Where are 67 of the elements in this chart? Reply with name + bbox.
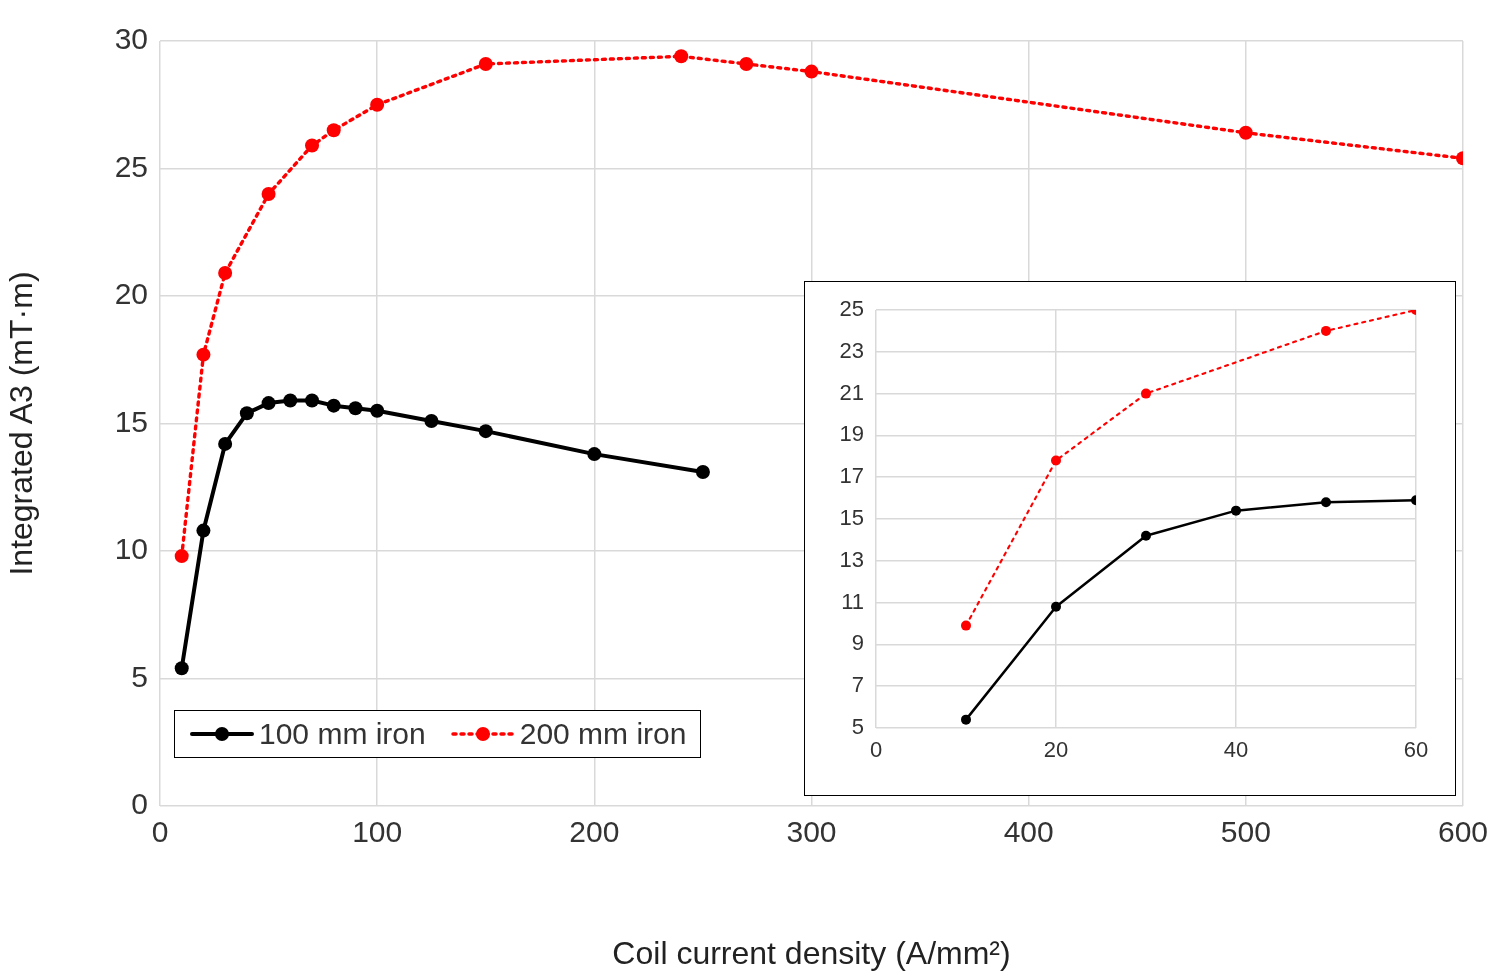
point xyxy=(1141,388,1151,399)
y-tick-label: 5 xyxy=(131,659,148,693)
point xyxy=(305,393,320,408)
x-tick-label: 200 xyxy=(569,815,620,849)
y-tick-label: 15 xyxy=(839,505,864,531)
y-tick-label: 0 xyxy=(131,787,148,821)
y-axis-title: Integrated A3 (mT·m) xyxy=(3,271,40,576)
legend-label: 200 mm iron xyxy=(519,717,687,751)
point xyxy=(804,64,819,79)
y-tick-label: 30 xyxy=(114,22,148,56)
point xyxy=(174,661,189,676)
point xyxy=(326,398,341,413)
y-tick-label: 7 xyxy=(851,672,864,698)
point xyxy=(196,347,211,362)
point xyxy=(370,97,385,112)
x-tick-label: 400 xyxy=(1003,815,1054,849)
point xyxy=(1051,601,1061,612)
point xyxy=(305,138,320,153)
x-tick-label: 100 xyxy=(352,815,403,849)
point xyxy=(478,424,493,439)
point xyxy=(218,436,233,451)
y-tick-label: 5 xyxy=(851,714,864,740)
point xyxy=(424,413,439,428)
point xyxy=(326,123,341,138)
point xyxy=(218,266,233,281)
x-axis-title: Coil current density (A/mm²) xyxy=(612,934,1011,971)
point xyxy=(239,406,254,421)
y-tick-label: 11 xyxy=(841,588,864,614)
point xyxy=(1231,505,1241,516)
y-tick-label: 17 xyxy=(839,463,864,489)
point xyxy=(739,56,754,71)
y-tick-label: 13 xyxy=(839,546,864,572)
x-tick-label: 60 xyxy=(1403,737,1429,763)
y-tick-label: 20 xyxy=(114,277,148,311)
point xyxy=(674,49,689,64)
point xyxy=(1238,125,1253,140)
y-tick-label: 23 xyxy=(839,337,864,363)
point xyxy=(587,447,602,462)
y-tick-label: 25 xyxy=(114,149,148,183)
x-tick-label: 40 xyxy=(1223,737,1249,763)
point xyxy=(196,523,211,538)
point xyxy=(283,393,298,408)
x-tick-label: 300 xyxy=(786,815,837,849)
point xyxy=(1141,530,1151,541)
point xyxy=(174,549,189,564)
y-tick-label: 21 xyxy=(839,379,864,405)
point xyxy=(961,714,971,725)
point xyxy=(370,403,385,418)
x-tick-label: 500 xyxy=(1220,815,1271,849)
x-tick-label: 20 xyxy=(1043,737,1069,763)
y-tick-label: 10 xyxy=(114,532,148,566)
x-tick-label: 600 xyxy=(1437,815,1489,849)
y-tick-label: 25 xyxy=(839,296,864,322)
point xyxy=(261,187,276,201)
x-tick-label: 0 xyxy=(869,737,883,763)
y-tick-label: 15 xyxy=(114,404,148,438)
point xyxy=(1051,455,1061,466)
legend-label: 100 mm iron xyxy=(259,717,426,751)
y-tick-label: 9 xyxy=(851,630,864,656)
point xyxy=(961,620,971,631)
point xyxy=(348,401,363,416)
point xyxy=(478,56,493,71)
point xyxy=(695,464,710,479)
y-tick-label: 19 xyxy=(839,421,864,447)
point xyxy=(1321,325,1331,336)
point xyxy=(1321,497,1331,508)
point xyxy=(261,396,276,411)
